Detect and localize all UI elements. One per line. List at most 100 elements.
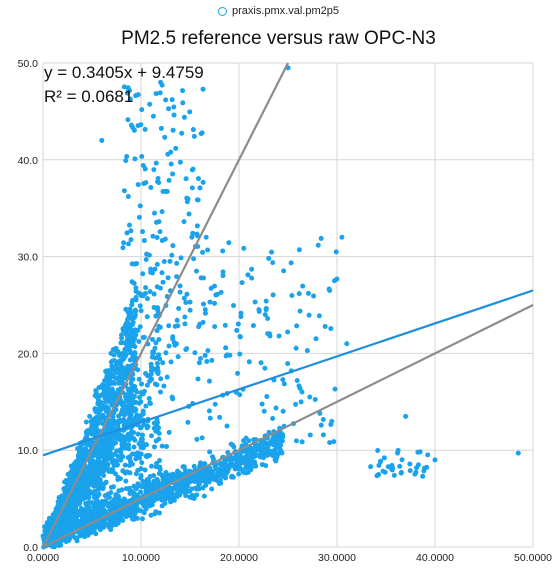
scatter-point [130,490,136,496]
scatter-point [86,429,92,435]
scatter-point [138,444,144,450]
scatter-point [198,275,204,281]
scatter-point [112,471,118,477]
scatter-point [156,352,162,358]
scatter-point [132,484,138,490]
scatter-point [270,435,276,441]
scatter-point [280,408,286,414]
scatter-point [123,325,129,331]
scatter-point [80,517,86,523]
scatter-point [252,451,258,457]
scatter-point [154,284,160,290]
scatter-point [140,271,146,277]
scatter-point [160,477,166,483]
scatter-point [246,438,252,444]
scatter-point [43,526,49,532]
scatter-point [121,409,127,415]
scatter-point [174,317,180,323]
scatter-point [307,432,313,438]
scatter-point [252,299,258,305]
scatter-point [218,480,224,486]
scatter-point [236,471,242,477]
scatter-point [212,300,218,306]
scatter-point [115,432,121,438]
scatter-point [118,352,124,358]
y-tick-label: 30.0 [18,252,39,264]
scatter-point [110,484,116,490]
scatter-point [154,369,160,375]
scatter-point [148,269,154,275]
scatter-point [123,478,129,484]
scatter-point [307,394,313,400]
scatter-point [166,323,172,329]
scatter-point [148,185,154,191]
scatter-point [179,484,185,490]
scatter-point [208,285,214,291]
scatter-point [270,416,276,422]
scatter-point [68,533,74,539]
scatter-point [130,393,136,399]
scatter-point [390,465,396,471]
scatter-point [139,516,145,522]
scatter-point [144,442,150,448]
scatter-point [193,268,199,274]
scatter-point [223,353,229,359]
axis-ticks: 0.0000 10.0000 20.0000 30.0000 40.0000 50.000… [18,58,553,564]
scatter-point [100,520,106,526]
scatter-point [220,273,226,279]
scatter-point [120,445,126,451]
scatter-point [157,229,163,235]
scatter-point [121,496,127,502]
scatter-point [143,285,149,291]
scatter-point [168,149,174,155]
scatter-point [76,449,82,455]
scatter-point [175,354,181,360]
scatter-point [169,252,175,258]
scatter-point [296,247,302,253]
scatter-point [178,255,184,261]
scatter-point [142,498,148,504]
scatter-point [202,352,208,358]
scatter-point [195,376,201,382]
scatter-point [118,340,124,346]
scatter-point [205,247,211,253]
scatter-point [180,100,186,106]
scatter-point [69,501,75,507]
scatter-point [234,327,240,333]
scatter-point [217,414,223,420]
scatter-point [131,127,137,133]
trendline [42,289,534,457]
scatter-point [122,470,128,476]
scatter-point [153,160,159,166]
scatter-point [432,457,438,463]
scatter-point [272,457,278,463]
scatter-point [78,506,84,512]
scatter-point [327,440,333,446]
scatter-point [147,101,153,107]
scatter-point [86,528,92,534]
scatter-point [119,335,125,341]
scatter-point [180,471,186,477]
scatter-point [228,441,234,447]
scatter-point [104,374,110,380]
scatter-point [194,492,200,498]
scatter-point [294,323,300,329]
scatter-point [102,509,108,515]
scatter-point [169,472,175,478]
scatter-point [91,494,97,500]
scatter-point [102,392,108,398]
scatter-point [160,360,166,366]
scatter-point [382,469,388,475]
scatter-point [91,466,97,472]
scatter-point [115,453,121,459]
scatter-point [125,398,131,404]
scatter-point [235,321,241,327]
scatter-point [73,493,79,499]
scatter-point [256,309,262,315]
scatter-point [237,392,243,398]
scatter-point [293,401,299,407]
scatter-point [180,88,186,94]
scatter-point [102,480,108,486]
scatter-point [161,383,167,389]
scatter-point [187,488,193,494]
